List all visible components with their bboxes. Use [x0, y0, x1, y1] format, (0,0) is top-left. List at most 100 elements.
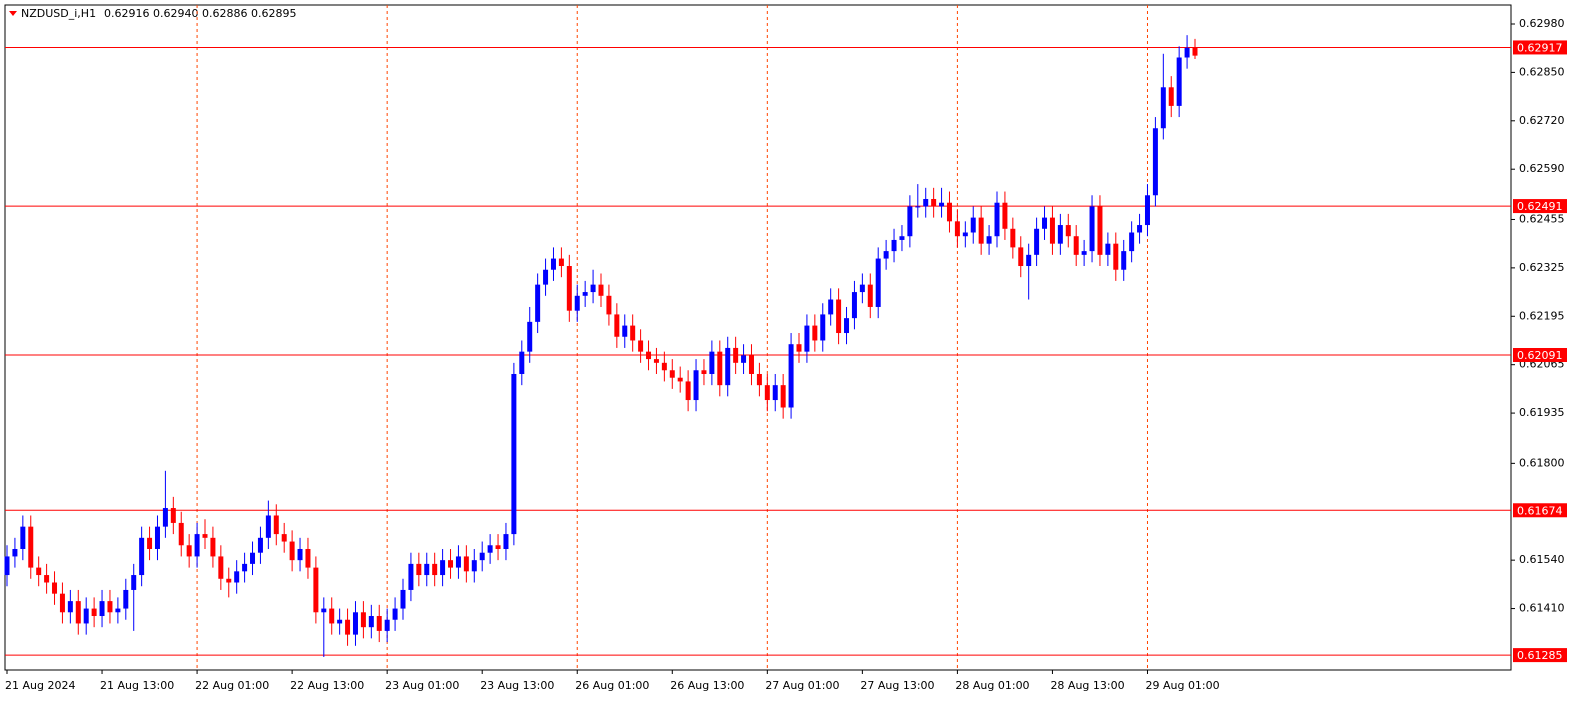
candle-body — [178, 522, 184, 546]
candle-body — [709, 351, 715, 374]
level-label-box — [1513, 40, 1567, 55]
x-tick-label: 23 Aug 01:00 — [385, 679, 459, 692]
candle-body — [273, 515, 279, 535]
level-label-box — [1513, 199, 1567, 214]
candle-body — [297, 548, 303, 561]
candle-body — [1129, 232, 1135, 252]
quote: 0.62916 0.62940 0.62886 0.62895 — [104, 7, 296, 20]
plot-frame — [4, 4, 1512, 671]
candle-body — [487, 545, 493, 553]
y-tick-label: 0.62980 — [1519, 17, 1565, 30]
y-tick-label: 0.62325 — [1519, 261, 1565, 274]
candle-body — [337, 619, 343, 624]
x-tick-label: 26 Aug 13:00 — [670, 679, 744, 692]
candle-body — [432, 563, 438, 576]
level-label-box — [1513, 648, 1567, 663]
candle-body — [202, 534, 208, 538]
candle-body — [1137, 225, 1143, 233]
candle-body — [44, 575, 50, 583]
level-label: 0.61285 — [1517, 649, 1563, 662]
candle-body — [962, 232, 968, 237]
candle-body — [543, 269, 549, 285]
candle-body — [527, 321, 533, 352]
candle-body — [598, 284, 604, 296]
candle-body — [946, 202, 952, 222]
candle-body — [52, 582, 58, 594]
candle-body — [463, 556, 469, 572]
candle-body — [162, 508, 168, 527]
candle-body — [194, 534, 200, 557]
candle-body — [368, 616, 374, 628]
candle-body — [1042, 217, 1048, 229]
candle-body — [313, 567, 319, 613]
candle-body — [646, 351, 652, 360]
candle-body — [400, 589, 406, 609]
candle-body — [1105, 243, 1111, 255]
candle-body — [970, 217, 976, 233]
candle-body — [408, 563, 414, 590]
candle-body — [12, 548, 18, 557]
candle-body — [844, 318, 850, 334]
candle-body — [693, 370, 699, 401]
candle-body — [764, 385, 770, 401]
candle-body — [1034, 228, 1040, 255]
candle-body — [226, 578, 232, 583]
candle-body — [638, 340, 644, 352]
candle-body — [1089, 206, 1095, 252]
candle-body — [1192, 47, 1198, 56]
y-tick-label: 0.62590 — [1519, 162, 1565, 175]
candle-body — [1152, 128, 1158, 196]
candle-body — [741, 355, 747, 363]
candle-body — [234, 571, 240, 583]
candle-body — [836, 299, 842, 334]
candle-body — [606, 295, 612, 315]
candle-body — [828, 299, 834, 315]
candle-body — [883, 251, 889, 259]
candle-body — [281, 534, 287, 542]
candle-body — [1018, 247, 1024, 267]
candle-body — [622, 325, 628, 337]
candle-body — [550, 258, 556, 270]
y-tick-label: 0.62720 — [1519, 114, 1565, 127]
candle-body — [154, 526, 160, 549]
candle-body — [788, 344, 794, 408]
candle-body — [352, 612, 358, 635]
candle-body — [812, 325, 818, 341]
candle-body — [653, 359, 659, 363]
candle-body — [210, 537, 216, 557]
candle-body — [1121, 251, 1127, 270]
level-label: 0.62917 — [1517, 41, 1563, 54]
candle-body — [1057, 225, 1063, 244]
candle-body — [535, 284, 541, 322]
y-tick-label: 0.61935 — [1519, 406, 1565, 419]
candle-body — [1002, 202, 1008, 229]
candle-body — [820, 314, 826, 341]
y-tick-label: 0.62455 — [1519, 212, 1565, 225]
candle-body — [28, 526, 34, 568]
candle-body — [1073, 236, 1079, 255]
candle-body — [1010, 228, 1016, 248]
candle-body — [867, 284, 873, 307]
y-tick-label: 0.62195 — [1519, 309, 1565, 322]
x-tick-label: 23 Aug 13:00 — [480, 679, 554, 692]
symbol: NZDUSD_i,H1 — [21, 7, 96, 20]
candle-body — [289, 541, 295, 561]
candle-body — [265, 515, 271, 538]
candle-body — [471, 560, 477, 572]
candle-body — [1065, 225, 1071, 237]
x-tick-label: 22 Aug 01:00 — [195, 679, 269, 692]
candle-body — [360, 612, 366, 628]
candle-body — [170, 508, 176, 523]
candle-body — [250, 552, 256, 564]
candle-body — [574, 295, 580, 311]
candle-body — [685, 381, 691, 401]
candle-body — [329, 608, 335, 624]
x-tick-label: 21 Aug 2024 — [5, 679, 75, 692]
candle-body — [915, 206, 921, 208]
candle-body — [99, 601, 105, 617]
candle-body — [859, 284, 865, 293]
candle-body — [1168, 87, 1174, 106]
candle-body — [384, 619, 390, 631]
candle-body — [4, 556, 10, 576]
